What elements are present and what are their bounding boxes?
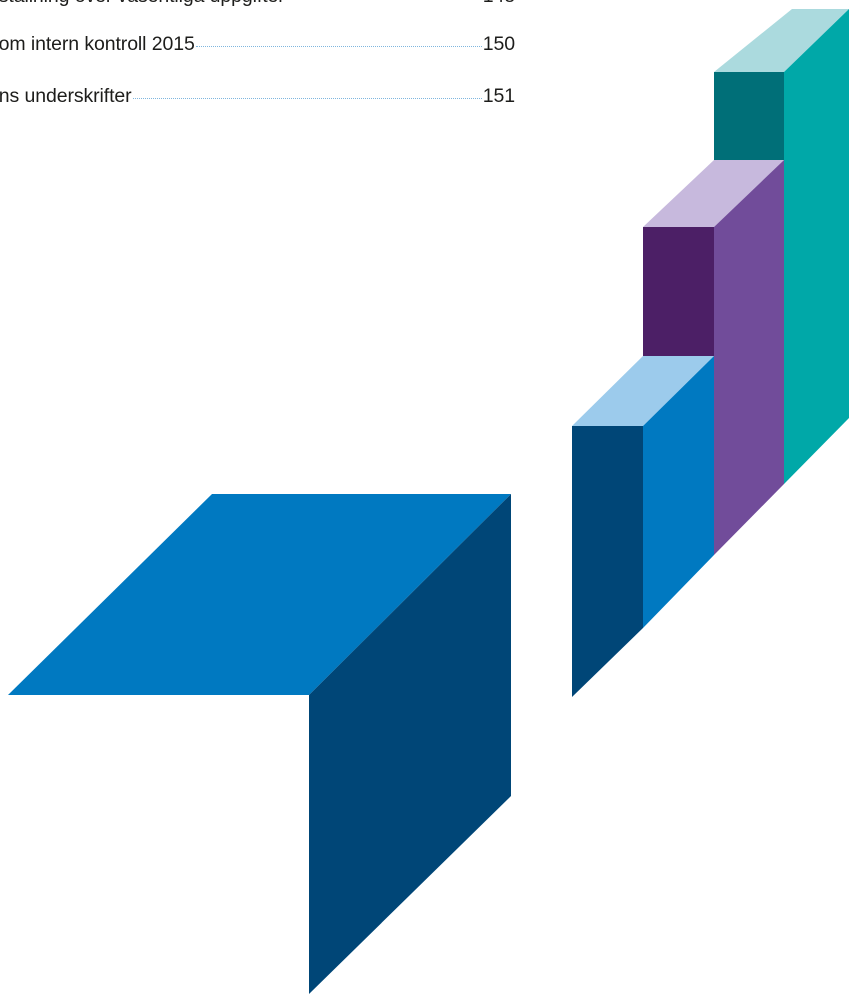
teal-block-side — [784, 9, 849, 484]
toc-entry[interactable]: t om intern kontroll 2015 150 — [0, 33, 515, 56]
teal-block-top — [714, 9, 849, 72]
blue-block-top — [572, 356, 714, 426]
toc-entry-title: nställning över väsentliga uppgifter — [0, 0, 285, 8]
toc-entry[interactable]: ens underskrifter 151 — [0, 85, 515, 108]
teal-block — [714, 9, 849, 484]
teal-block-front — [714, 72, 784, 160]
blue-block-front — [572, 426, 643, 697]
toc-entry-page: 148 — [483, 0, 515, 8]
large-panel-side — [309, 494, 511, 994]
blue-block-side — [643, 356, 714, 628]
toc-entry-title: ens underskrifter — [0, 85, 132, 107]
purple-block — [643, 160, 784, 555]
purple-block-front — [643, 227, 714, 356]
large-panel-top — [8, 494, 511, 695]
large-panel — [8, 494, 511, 994]
toc-entry[interactable]: nställning över väsentliga uppgifter 148 — [0, 0, 515, 8]
toc-entry-page: 151 — [482, 85, 515, 107]
toc-leader-dots — [132, 98, 482, 99]
toc-entry-title: t om intern kontroll 2015 — [0, 33, 195, 55]
purple-block-top — [643, 160, 784, 227]
purple-block-side — [714, 160, 784, 555]
table-of-contents: nställning över väsentliga uppgifter 148… — [0, 0, 515, 120]
toc-leader-dots — [195, 46, 482, 47]
toc-entry-page: 150 — [482, 33, 515, 55]
blue-block — [572, 356, 714, 697]
